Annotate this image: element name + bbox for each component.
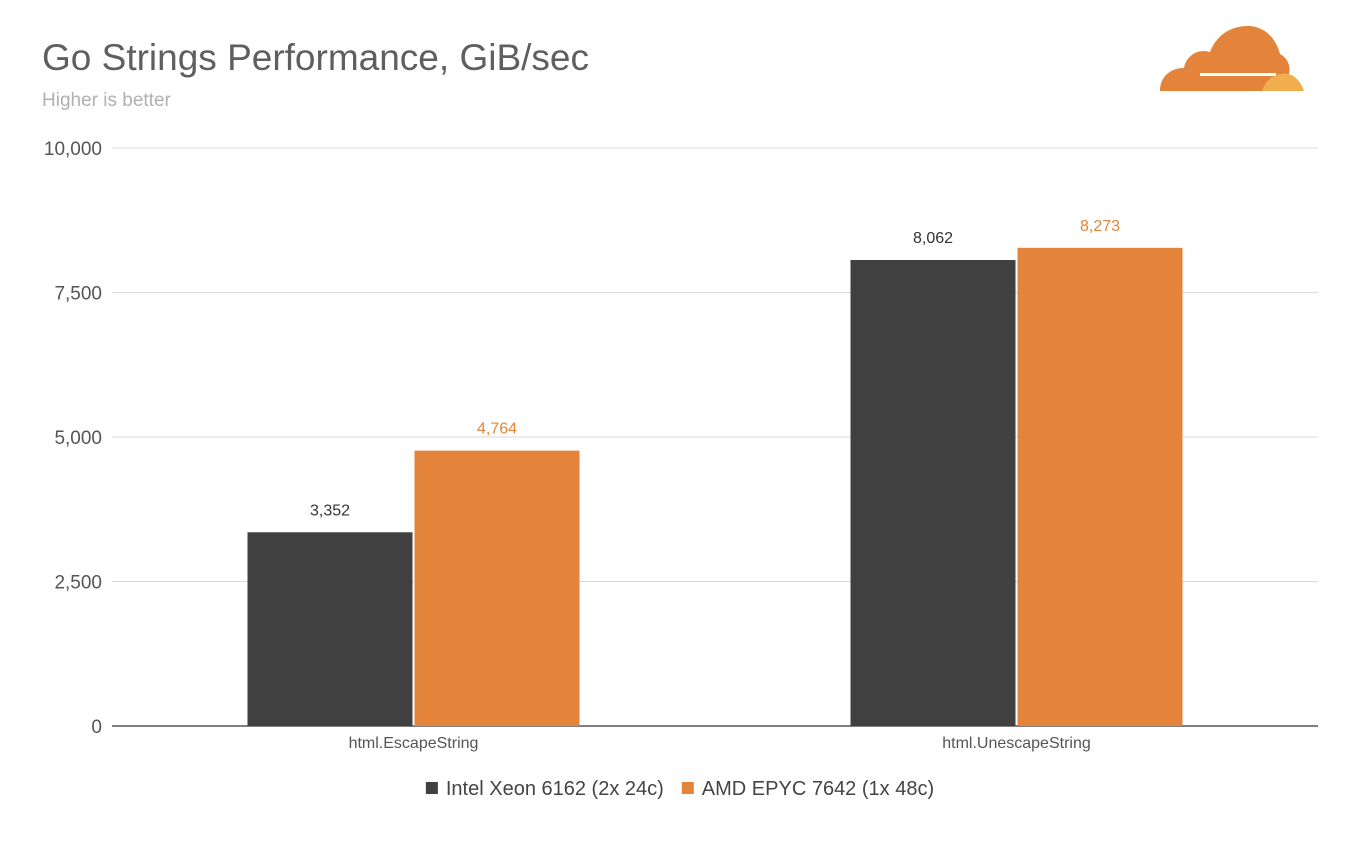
cloudflare-cloud-icon xyxy=(1160,26,1304,91)
legend-swatch xyxy=(681,782,694,794)
bar-intel-0 xyxy=(247,532,413,726)
legend: Intel Xeon 6162 (2x 24c) AMD EPYC 7642 (1… xyxy=(425,778,934,800)
y-tick-label: 7,500 xyxy=(54,284,102,305)
chart-title: Go Strings Performance, GiB/sec xyxy=(42,37,589,78)
x-tick-label: html.EscapeString xyxy=(349,735,479,752)
x-tick-labels: html.EscapeString html.UnescapeString xyxy=(349,735,1091,752)
data-label: 8,273 xyxy=(1080,218,1120,235)
data-label: 4,764 xyxy=(477,421,517,438)
logo-cloud-gap xyxy=(1200,73,1276,76)
legend-item: Intel Xeon 6162 (2x 24c) xyxy=(425,778,664,800)
legend-swatch xyxy=(425,782,438,794)
y-tick-label: 5,000 xyxy=(54,428,102,449)
bars xyxy=(247,247,1183,726)
bar-amd-0 xyxy=(414,450,580,726)
y-tick-label: 2,500 xyxy=(54,573,102,594)
bar-intel-1 xyxy=(850,260,1016,726)
x-tick-label: html.UnescapeString xyxy=(942,735,1091,752)
data-label: 3,352 xyxy=(310,502,350,519)
bar-amd-1 xyxy=(1017,247,1183,726)
logo-cloud-light xyxy=(1262,73,1304,91)
y-tick-label: 0 xyxy=(91,717,102,738)
data-label: 8,062 xyxy=(913,230,953,247)
legend-label: Intel Xeon 6162 (2x 24c) xyxy=(446,778,664,800)
y-tick-label: 10,000 xyxy=(44,139,102,160)
chart-subtitle: Higher is better xyxy=(42,90,172,111)
data-labels: 3,352 4,764 8,062 8,273 xyxy=(310,218,1120,519)
legend-label: AMD EPYC 7642 (1x 48c) xyxy=(702,778,934,800)
legend-item: AMD EPYC 7642 (1x 48c) xyxy=(681,778,934,800)
